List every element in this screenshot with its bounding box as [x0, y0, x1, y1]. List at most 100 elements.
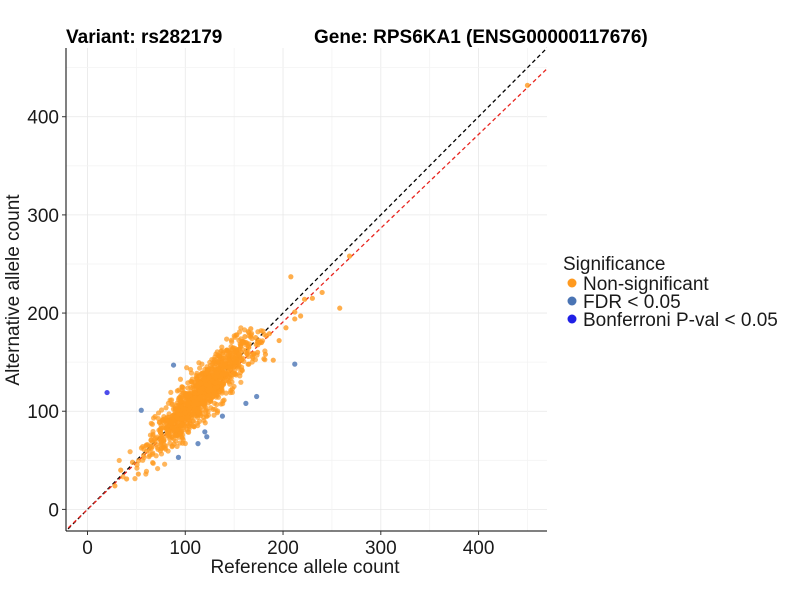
y-tick-label: 400: [27, 108, 59, 129]
data-point-non-significant: [168, 389, 174, 396]
data-point-non-significant: [225, 352, 231, 358]
data-point-non-significant: [205, 412, 211, 418]
data-point-non-significant: [194, 400, 201, 407]
data-point-non-significant: [168, 420, 174, 426]
data-point-non-significant: [209, 387, 215, 393]
data-point-non-significant: [202, 404, 209, 410]
data-point-non-significant: [206, 393, 213, 399]
data-point-non-significant: [337, 305, 343, 311]
data-point-non-significant: [224, 347, 230, 353]
data-point-non-significant: [156, 435, 162, 442]
legend-key-non-significant: [567, 278, 577, 288]
data-point-non-significant: [127, 449, 133, 455]
data-point-non-significant: [236, 351, 242, 358]
chart-title-variant: Variant: rs282179: [66, 27, 222, 48]
data-point-non-significant: [178, 392, 184, 398]
data-point-non-significant: [171, 427, 178, 433]
data-point-non-significant: [167, 436, 173, 442]
data-point-non-significant: [238, 379, 244, 385]
data-point-non-significant: [242, 334, 248, 340]
grid: [66, 48, 547, 531]
legend-title: Significance: [563, 254, 665, 275]
x-tick-label: 200: [267, 538, 299, 559]
data-points: [104, 82, 531, 489]
data-point-non-significant: [213, 370, 220, 377]
data-point-non-significant: [232, 349, 238, 355]
data-point-non-significant: [118, 467, 124, 473]
data-point-non-significant: [163, 443, 169, 449]
data-point-non-significant: [112, 483, 118, 489]
data-point-non-significant: [140, 457, 146, 463]
chart-title-gene: Gene: RPS6KA1 (ENSG00000117676): [314, 27, 648, 48]
data-point-non-significant: [153, 453, 159, 459]
data-point-non-significant: [266, 331, 272, 337]
data-point-non-significant: [235, 359, 241, 365]
data-point-non-significant: [198, 380, 204, 386]
data-point-non-significant: [288, 274, 294, 280]
data-point-bonferroni-p-val-0-05: [104, 389, 110, 396]
data-point-non-significant: [185, 422, 191, 428]
data-point-non-significant: [212, 406, 218, 412]
data-point-non-significant: [245, 353, 251, 360]
data-point-non-significant: [132, 476, 138, 482]
y-tick-label: 300: [27, 206, 59, 227]
data-point-non-significant: [219, 344, 225, 350]
data-point-non-significant: [228, 337, 235, 343]
data-point-non-significant: [225, 365, 231, 371]
data-point-non-significant: [169, 413, 176, 420]
data-point-non-significant: [191, 387, 198, 393]
data-point-non-significant: [179, 384, 185, 390]
data-point-non-significant: [219, 384, 225, 390]
data-point-non-significant: [182, 410, 188, 416]
x-tick-label: 400: [463, 538, 495, 559]
data-point-non-significant: [319, 289, 325, 296]
data-point-non-significant: [184, 365, 190, 371]
data-point-non-significant: [146, 447, 152, 453]
data-point-non-significant: [179, 416, 185, 422]
data-point-non-significant: [150, 428, 156, 435]
data-point-non-significant: [173, 414, 180, 420]
data-point-non-significant: [145, 442, 151, 448]
data-point-non-significant: [161, 438, 167, 444]
data-point-non-significant: [135, 458, 142, 464]
data-point-fdr-0-05: [175, 454, 182, 460]
data-point-non-significant: [270, 357, 276, 363]
data-point-non-significant: [182, 440, 188, 447]
data-point-non-significant: [221, 397, 227, 403]
data-point-fdr-0-05: [195, 441, 201, 447]
data-point-non-significant: [240, 355, 246, 361]
data-point-non-significant: [212, 354, 218, 360]
data-point-non-significant: [155, 465, 161, 472]
data-point-non-significant: [153, 442, 159, 448]
data-point-non-significant: [124, 476, 130, 482]
data-point-non-significant: [191, 424, 197, 430]
data-point-non-significant: [258, 339, 265, 346]
data-point-fdr-0-05: [219, 413, 226, 419]
data-point-non-significant: [248, 332, 254, 338]
x-tick-label: 0: [82, 538, 93, 559]
legend-label-bonferroni: Bonferroni P-val < 0.05: [583, 310, 778, 331]
data-point-non-significant: [178, 398, 185, 404]
data-point-non-significant: [216, 353, 222, 359]
data-point-fdr-0-05: [170, 362, 177, 368]
data-point-non-significant: [150, 433, 156, 439]
reference-lines: [66, 47, 547, 531]
data-point-non-significant: [215, 365, 221, 372]
data-point-non-significant: [206, 375, 212, 381]
data-point-non-significant: [129, 459, 136, 465]
data-point-non-significant: [155, 446, 161, 452]
data-point-non-significant: [170, 401, 176, 407]
data-point-non-significant: [116, 457, 122, 464]
data-point-non-significant: [241, 339, 247, 346]
legend-key-bonferroni: [567, 314, 577, 324]
data-point-fdr-0-05: [254, 393, 260, 400]
data-point-non-significant: [232, 363, 238, 370]
data-point-non-significant: [223, 390, 229, 396]
data-point-fdr-0-05: [138, 407, 144, 413]
data-point-non-significant: [216, 389, 223, 395]
x-tick-label: 300: [365, 538, 397, 559]
data-point-non-significant: [309, 295, 315, 301]
data-point-non-significant: [143, 471, 149, 477]
data-point-non-significant: [188, 370, 195, 376]
